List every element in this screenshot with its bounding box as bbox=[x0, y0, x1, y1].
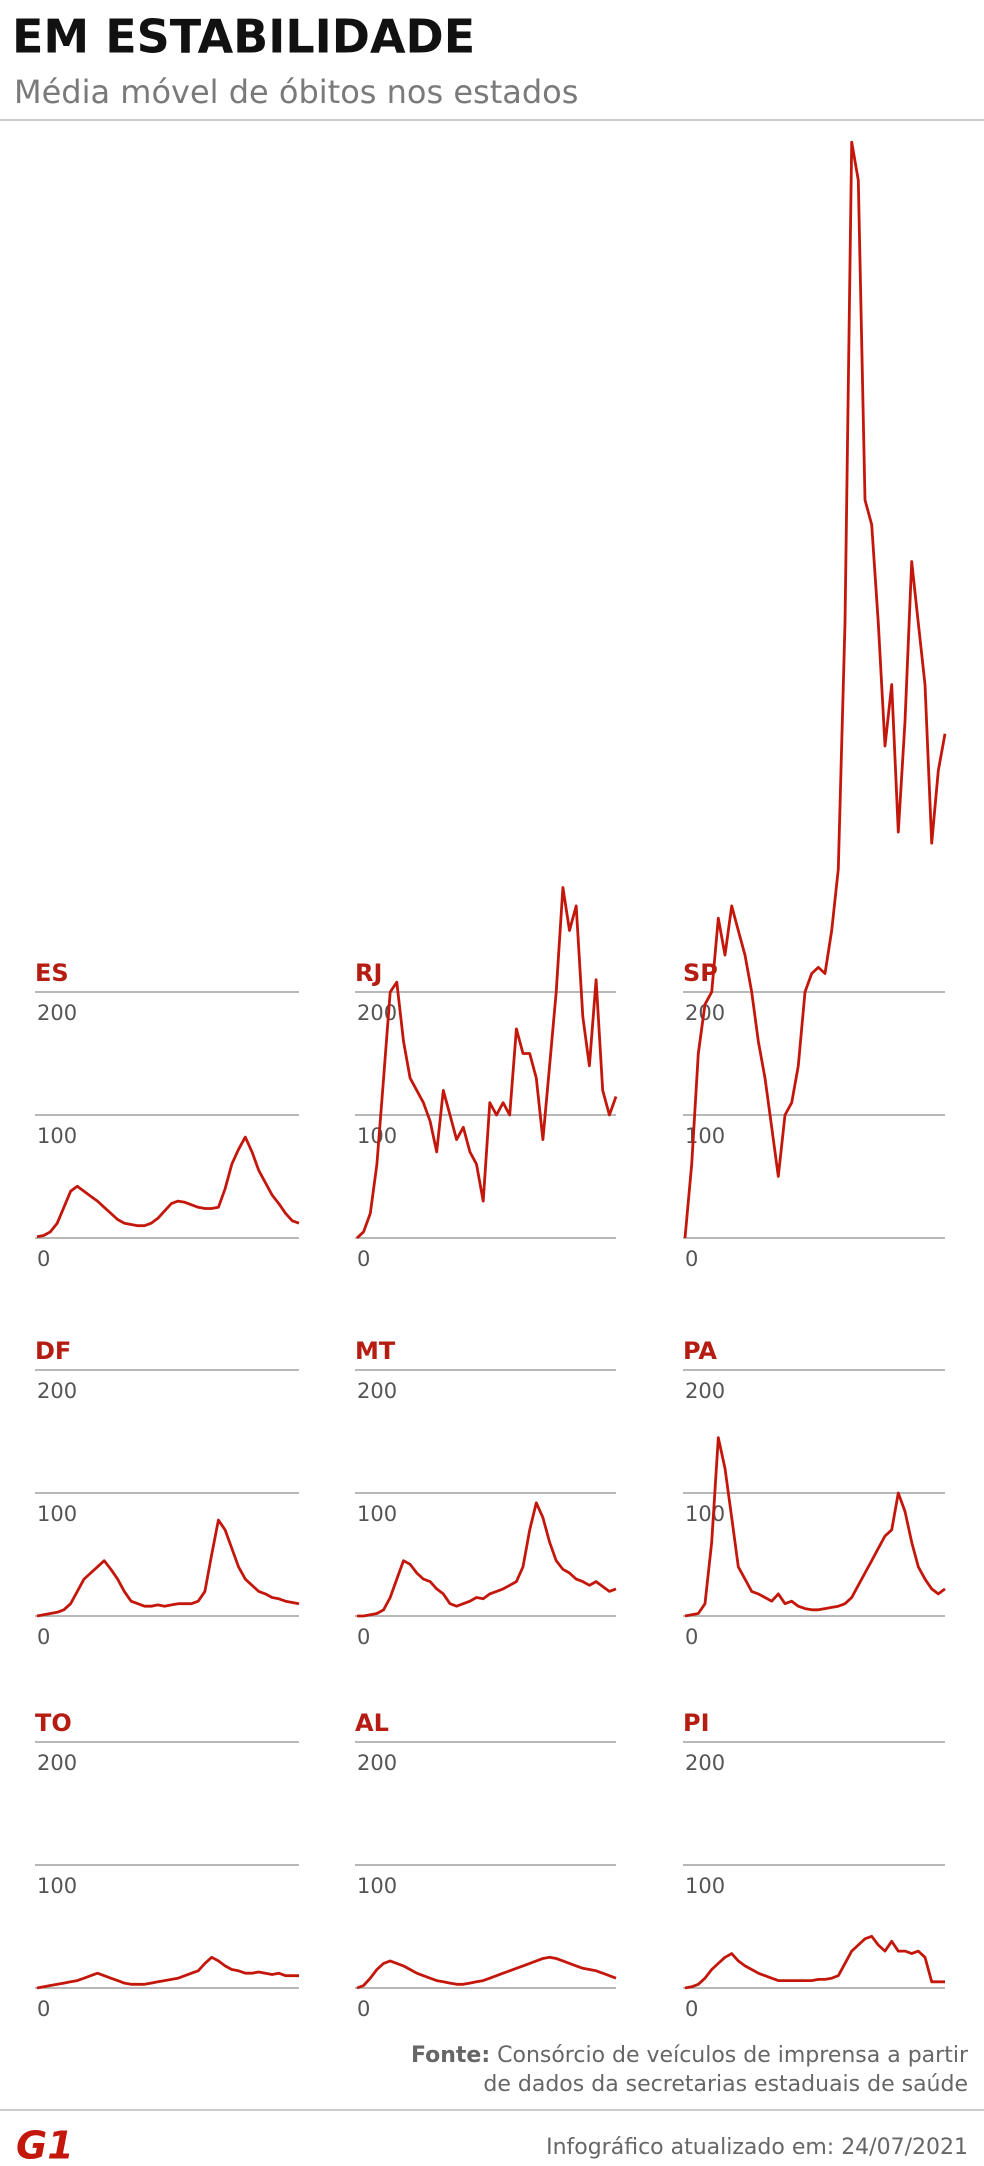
y-tick-label: 100 bbox=[685, 1124, 725, 1148]
data-line bbox=[684, 1934, 945, 1990]
y-tick-label: 0 bbox=[357, 1247, 370, 1271]
y-tick-label: 0 bbox=[37, 1997, 50, 2021]
source-line: Consórcio de veículos de imprensa a part… bbox=[497, 2043, 969, 2068]
y-tick-label: 200 bbox=[685, 1751, 725, 1775]
data-line bbox=[356, 886, 618, 1240]
y-tick-label: 200 bbox=[37, 1379, 77, 1403]
y-tick-label: 100 bbox=[357, 1502, 397, 1526]
y-tick-label: 100 bbox=[37, 1502, 77, 1526]
y-tick-label: 0 bbox=[37, 1247, 50, 1271]
chart-title: PA bbox=[683, 1337, 717, 1365]
chart-title: ES bbox=[35, 959, 69, 987]
data-line bbox=[36, 1135, 300, 1239]
data-line bbox=[357, 1501, 617, 1618]
y-tick-label: 100 bbox=[357, 1124, 397, 1148]
y-tick-label: 100 bbox=[37, 1874, 77, 1898]
y-tick-label: 0 bbox=[685, 1247, 698, 1271]
chart-title: MT bbox=[355, 1337, 396, 1365]
y-tick-label: 100 bbox=[37, 1124, 77, 1148]
chart-title: AL bbox=[355, 1709, 389, 1737]
chart-title: PI bbox=[683, 1709, 710, 1737]
title: EM ESTABILIDADE bbox=[12, 10, 475, 64]
y-tick-label: 0 bbox=[37, 1625, 50, 1649]
y-tick-label: 200 bbox=[37, 1751, 77, 1775]
source: Fonte: Consórcio de veículos de imprensa… bbox=[411, 2043, 969, 2068]
y-tick-label: 0 bbox=[357, 1997, 370, 2021]
y-tick-label: 200 bbox=[357, 1379, 397, 1403]
chart-title: RJ bbox=[355, 959, 382, 987]
data-line bbox=[684, 1436, 946, 1618]
data-line bbox=[36, 1955, 299, 1990]
y-tick-label: 100 bbox=[357, 1874, 397, 1898]
y-tick-label: 200 bbox=[685, 1379, 725, 1403]
y-tick-label: 200 bbox=[357, 1001, 397, 1025]
y-tick-label: 100 bbox=[685, 1874, 725, 1898]
y-tick-label: 0 bbox=[357, 1625, 370, 1649]
source-label: Fonte: bbox=[411, 2043, 490, 2068]
source-line: de dados da secretarias estaduais de saú… bbox=[483, 2072, 968, 2097]
y-tick-label: 100 bbox=[685, 1502, 725, 1526]
y-tick-label: 0 bbox=[685, 1997, 698, 2021]
data-line bbox=[356, 1955, 617, 1990]
chart-title: DF bbox=[35, 1337, 71, 1365]
data-line bbox=[683, 140, 947, 1239]
chart-title: TO bbox=[35, 1709, 72, 1737]
data-line bbox=[36, 1518, 300, 1618]
subtitle: Média móvel de óbitos nos estados bbox=[14, 73, 578, 111]
y-tick-label: 200 bbox=[357, 1751, 397, 1775]
y-tick-label: 200 bbox=[37, 1001, 77, 1025]
y-tick-label: 0 bbox=[685, 1625, 698, 1649]
updated: Infográfico atualizado em: 24/07/2021 bbox=[546, 2135, 968, 2160]
logo: G1 bbox=[16, 2124, 74, 2166]
